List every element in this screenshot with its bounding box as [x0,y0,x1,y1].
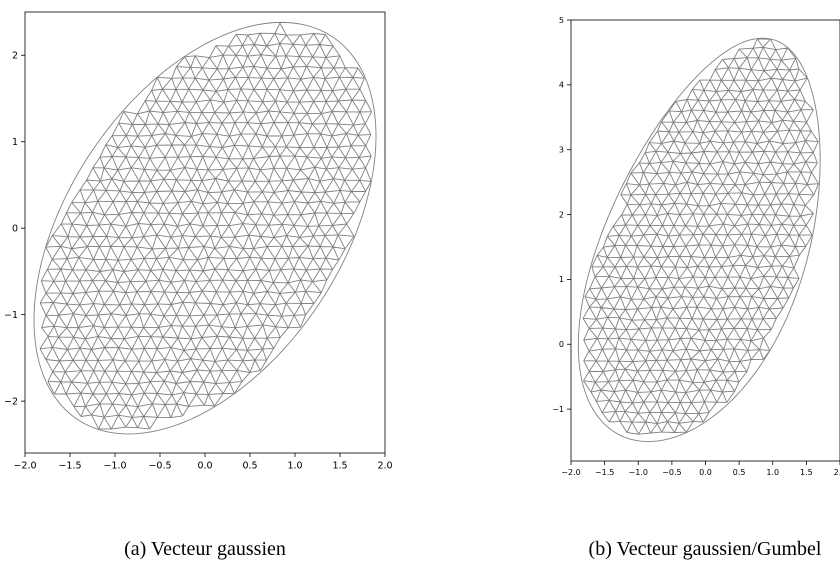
panel-b-x-tick-label: 1.0 [766,468,779,477]
panel-b-chart: −2.0 −1.5 −1.0 −0.5 0.0 0.5 1.0 1.5 2.0 −1 0 1 2 3 4 5… [552,16,840,560]
panel-b-y-axis: −1 0 1 2 3 4 5 [552,16,571,414]
panel-a-y-tick-label: 2 [12,51,18,62]
panel-b-y-tick-label: −1 [552,405,564,414]
panel-a-y-tick-label: 1 [12,137,18,148]
panel-a-chart: −2.0 −1.5 −1.0 −0.5 0.0 0.5 1.0 1.5 2.0 −2−1012 … [4,11,393,560]
panel-b-y-tick-label: 2 [559,210,564,219]
panel-b-x-tick-label: 0.5 [733,468,746,477]
panel-b-x-tick-label: 1.5 [800,468,813,477]
panel-a-x-tick-label: 2.0 [377,461,392,472]
panel-b-x-tick-label: 2.0 [834,468,840,477]
panel-a-mesh-edges [39,22,373,430]
panel-a-x-tick-label: 0.5 [242,461,257,472]
panel-a-x-tick-label: −2.0 [13,461,36,472]
panel-a-x-tick-label: 1.0 [287,461,302,472]
panel-b-mesh [577,37,821,442]
panel-b-mesh-edges [582,38,819,435]
panel-b-x-axis: −2.0 −1.5 −1.0 −0.5 0.0 0.5 1.0 1.5 2.0 [561,461,840,477]
panel-a-y-axis: −2 −1 0 1 2 [4,51,25,407]
panel-a-x-tick-label: 1.5 [332,461,347,472]
panel-b-y-tick-label: 4 [559,81,564,90]
panel-a-x-tick-label: 0.0 [197,461,212,472]
panel-b-x-tick-label: −2.0 [561,468,580,477]
panel-a-y-tick-label: −2 [4,396,18,407]
panel-a-x-tick-label: −1.5 [58,461,81,472]
panel-a-x-tick-label: −0.5 [148,461,171,472]
panel-b-caption: (b) Vecteur gaussien/Gumbel [589,538,822,560]
panel-a-x-axis: −2.0 −1.5 −1.0 −0.5 0.0 0.5 1.0 1.5 2.0 [13,453,393,472]
panel-a-y-tick-label: −1 [4,310,18,321]
panel-b-x-tick-label: −1.0 [629,468,648,477]
panel-b-mesh-boundary [577,37,821,442]
panel-a-mesh [33,21,377,435]
panel-b-y-tick-label: 1 [559,275,564,284]
panel-a-y-tick-label: 0 [12,224,18,235]
panel-a-x-tick-label: −1.0 [103,461,126,472]
panel-b-x-tick-label: −1.5 [595,468,614,477]
panel-b-x-tick-label: −0.5 [662,468,681,477]
panel-a-mesh-boundary [33,21,377,435]
panel-b-y-tick-label: 0 [559,340,564,349]
panel-b-x-tick-label: 0.0 [699,468,712,477]
panel-a-caption: (a) Vecteur gaussien [124,538,286,560]
panel-b-y-tick-label: 5 [559,16,564,25]
panel-b-y-tick-label: 3 [559,146,564,155]
